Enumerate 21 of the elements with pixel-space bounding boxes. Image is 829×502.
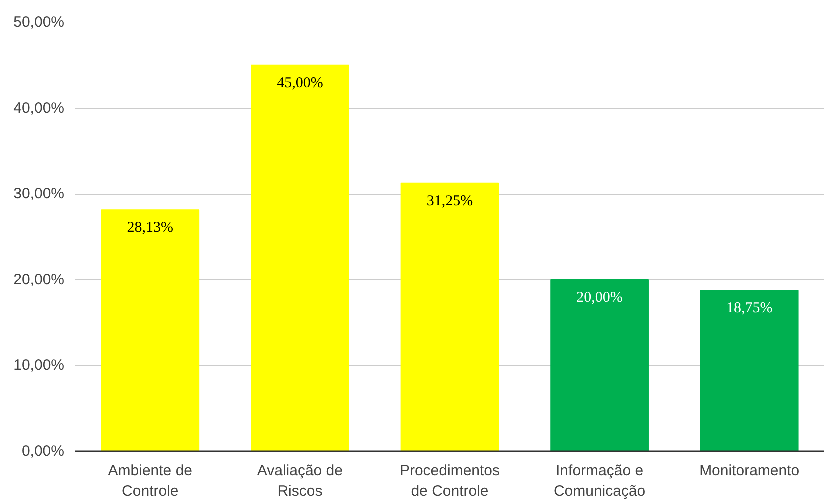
x-tick-label: Monitoramento xyxy=(700,462,800,480)
data-label: 20,00% xyxy=(576,290,623,306)
data-label: 28,13% xyxy=(127,220,174,236)
data-label: 45,00% xyxy=(277,75,324,92)
bar xyxy=(251,64,350,452)
y-tick-label: 50,00% xyxy=(14,14,64,31)
data-label: 18,75% xyxy=(726,300,773,317)
y-tick-label: 20,00% xyxy=(14,271,64,288)
y-tick-label: 10,00% xyxy=(14,357,64,374)
x-tick-label: Procedimentos de Controle xyxy=(400,462,500,500)
y-tick-label: 30,00% xyxy=(14,186,64,203)
bar xyxy=(101,210,200,452)
y-tick-label: 40,00% xyxy=(14,100,64,117)
bar xyxy=(550,279,649,452)
x-tick-label: Avaliação de Riscos xyxy=(257,462,344,500)
bar xyxy=(700,290,799,452)
bar xyxy=(400,182,500,452)
x-tick-label: Ambiente de Controle xyxy=(108,462,193,500)
y-tick-label: 0,00% xyxy=(22,443,65,460)
data-label: 31,25% xyxy=(426,193,474,210)
x-tick-label: Informação e Comunicação xyxy=(554,462,646,500)
